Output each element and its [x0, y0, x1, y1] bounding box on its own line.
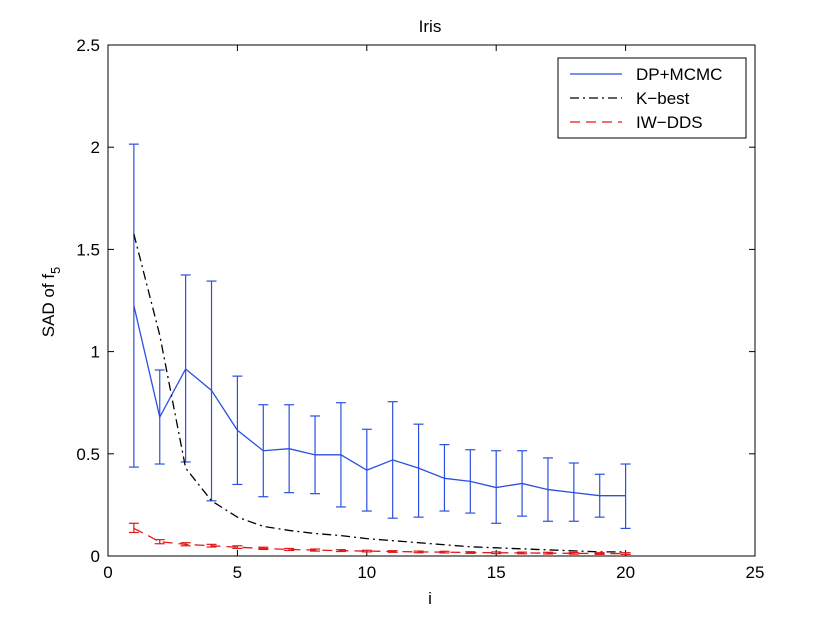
y-axis-label-subscript: 5 — [48, 267, 63, 274]
y-axis-label-main: SAD of f — [39, 274, 58, 338]
x-tick-label: 0 — [103, 563, 112, 582]
series-line-dp-mcmc — [133, 305, 626, 497]
y-tick-label: 0.5 — [76, 445, 100, 464]
legend-label-k-best: K−best — [636, 89, 690, 108]
y-axis-label: SAD of f5 — [39, 267, 63, 338]
legend-label-iw-dds: IW−DDS — [636, 113, 703, 132]
y-tick-label: 2 — [91, 138, 100, 157]
y-tick-label: 1.5 — [76, 240, 100, 259]
legend: DP+MCMC K−best IW−DDS — [557, 57, 747, 139]
x-tick-label: 25 — [746, 563, 765, 582]
y-tick-label: 2.5 — [76, 36, 100, 55]
y-tick-label: 0 — [91, 547, 100, 566]
series-line-k-best — [133, 233, 626, 553]
series-line-iw-dds — [133, 527, 626, 555]
x-tick-label: 10 — [357, 563, 376, 582]
x-tick-label: 15 — [487, 563, 506, 582]
legend-label-dp-mcmc: DP+MCMC — [636, 65, 722, 84]
x-axis-label: i — [428, 589, 432, 608]
x-tick-label: 5 — [233, 563, 242, 582]
chart-title: Iris — [419, 17, 442, 36]
y-tick-label: 1 — [91, 343, 100, 362]
x-tick-label: 20 — [616, 563, 635, 582]
